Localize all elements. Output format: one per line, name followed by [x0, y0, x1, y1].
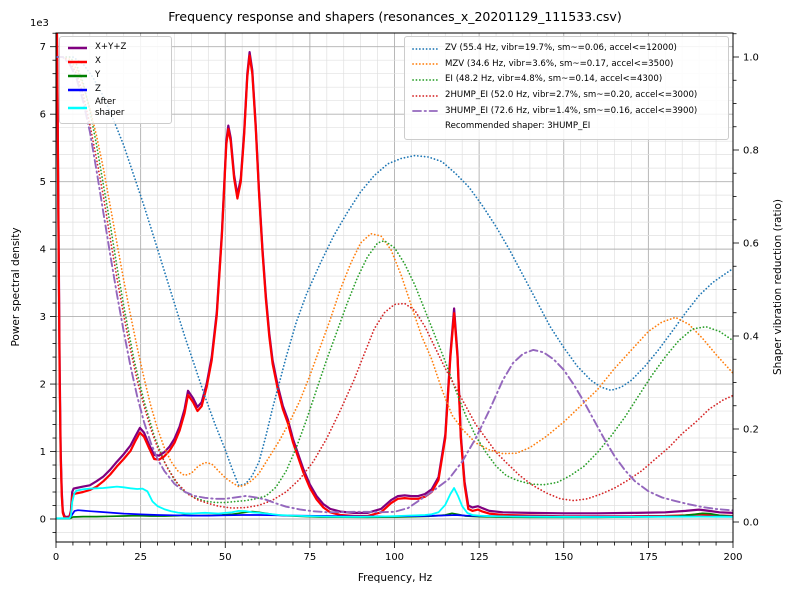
y-left-tick-label: 3 — [40, 312, 46, 323]
x-tick-label: 125 — [470, 552, 489, 563]
y-left-tick-label: 2 — [40, 380, 46, 391]
z-line-sample — [67, 85, 88, 95]
series-ei — [56, 56, 733, 504]
y-right-tick-label: 0.8 — [743, 146, 759, 157]
2hump-ei-line-sample — [412, 91, 438, 101]
after-shaper-line-sample — [67, 103, 88, 113]
legend-item-after-shaper: After shaper — [67, 97, 164, 119]
y-left-tick-label: 5 — [40, 177, 46, 188]
legend-label-y: Y — [95, 70, 101, 81]
axes: 0 25 50 75 100 125 150 175 200 0 1 2 3 4 5 6 7 0.0 0.2 0.4 0… — [40, 32, 759, 563]
ei-line-sample — [412, 75, 438, 85]
y-right-tick-label: 0.0 — [743, 518, 759, 529]
y-axis-left-label: Power spectral density — [10, 227, 22, 347]
y-line-sample — [67, 71, 88, 81]
legend-label-3hump-ei: 3HUMP_EI (72.6 Hz, vibr=1.4%, sm~=0.16, … — [445, 105, 698, 116]
chart-series — [56, 33, 733, 520]
x-axis-label: Frequency, Hz — [357, 572, 433, 584]
legend-item-2hump-ei: 2HUMP_EI (52.0 Hz, vibr=2.7%, sm~=0.20, … — [412, 88, 721, 104]
legend-item-3hump-ei: 3HUMP_EI (72.6 Hz, vibr=1.4%, sm~=0.16, … — [412, 103, 721, 119]
x-tick-label: 75 — [304, 552, 317, 563]
series-3hump-ei — [56, 56, 733, 514]
y-axis-right-label: Shaper vibration reduction (ratio) — [772, 198, 784, 376]
y-left-tick-label: 1 — [40, 447, 46, 458]
y-right-tick-label: 1.0 — [743, 53, 759, 64]
legend-label-zv: ZV (55.4 Hz, vibr=19.7%, sm~=0.06, accel… — [445, 43, 677, 54]
y-left-tick-label: 4 — [40, 245, 46, 256]
x-tick-label: 175 — [639, 552, 658, 563]
y-axis-offset-text: 1e3 — [30, 18, 49, 29]
legend-footer-spacer — [412, 122, 438, 132]
y-left-tick-label: 0 — [40, 515, 46, 526]
legend-label-x: X — [95, 56, 101, 67]
3hump-ei-line-sample — [412, 106, 438, 116]
shaper-legend: ZV (55.4 Hz, vibr=19.7%, sm~=0.06, accel… — [404, 36, 729, 140]
x-tick-label: 0 — [53, 552, 59, 563]
x-tick-label: 200 — [723, 552, 742, 563]
chart-title: Frequency response and shapers (resonanc… — [168, 9, 622, 24]
mzv-line-sample — [412, 59, 438, 69]
legend-label-sum: X+Y+Z — [95, 42, 127, 53]
y-left-tick-label: 7 — [40, 42, 46, 53]
zv-line-sample — [412, 44, 438, 54]
legend-item-sum: X+Y+Z — [67, 41, 164, 55]
x-tick-label: 25 — [134, 552, 147, 563]
legend-label-mzv: MZV (34.6 Hz, vibr=3.6%, sm~=0.17, accel… — [445, 58, 674, 69]
psd-legend: X+Y+Z X Y Z After shaper — [59, 36, 172, 125]
x-line-sample — [67, 57, 88, 67]
recommended-shaper-text: Recommended shaper: 3HUMP_EI — [445, 121, 591, 132]
legend-item-mzv: MZV (34.6 Hz, vibr=3.6%, sm~=0.17, accel… — [412, 57, 721, 73]
legend-label-after-shaper: After shaper — [95, 97, 125, 119]
legend-item-z: Z — [67, 83, 164, 97]
y-left-tick-label: 6 — [40, 110, 46, 121]
legend-label-z: Z — [95, 84, 101, 95]
legend-item-y: Y — [67, 69, 164, 83]
series-after-shaper — [56, 485, 733, 520]
legend-item-ei: EI (48.2 Hz, vibr=4.8%, sm~=0.14, accel<… — [412, 72, 721, 88]
sum-line-sample — [67, 43, 88, 53]
series-zv — [56, 56, 733, 487]
series-2hump-ei — [56, 56, 733, 509]
y-right-tick-label: 0.6 — [743, 239, 759, 250]
series-mzv — [56, 56, 733, 488]
legend-item-zv: ZV (55.4 Hz, vibr=19.7%, sm~=0.06, accel… — [412, 41, 721, 57]
legend-label-ei: EI (48.2 Hz, vibr=4.8%, sm~=0.14, accel<… — [445, 74, 663, 85]
legend-footer-recommended: Recommended shaper: 3HUMP_EI — [412, 119, 721, 135]
y-right-tick-label: 0.2 — [743, 425, 759, 436]
x-tick-label: 100 — [385, 552, 404, 563]
y-right-tick-label: 0.4 — [743, 332, 759, 343]
legend-label-2hump-ei: 2HUMP_EI (52.0 Hz, vibr=2.7%, sm~=0.20, … — [445, 89, 698, 100]
legend-item-x: X — [67, 55, 164, 69]
series-x — [56, 33, 733, 520]
x-tick-label: 150 — [554, 552, 573, 563]
x-tick-label: 50 — [219, 552, 232, 563]
